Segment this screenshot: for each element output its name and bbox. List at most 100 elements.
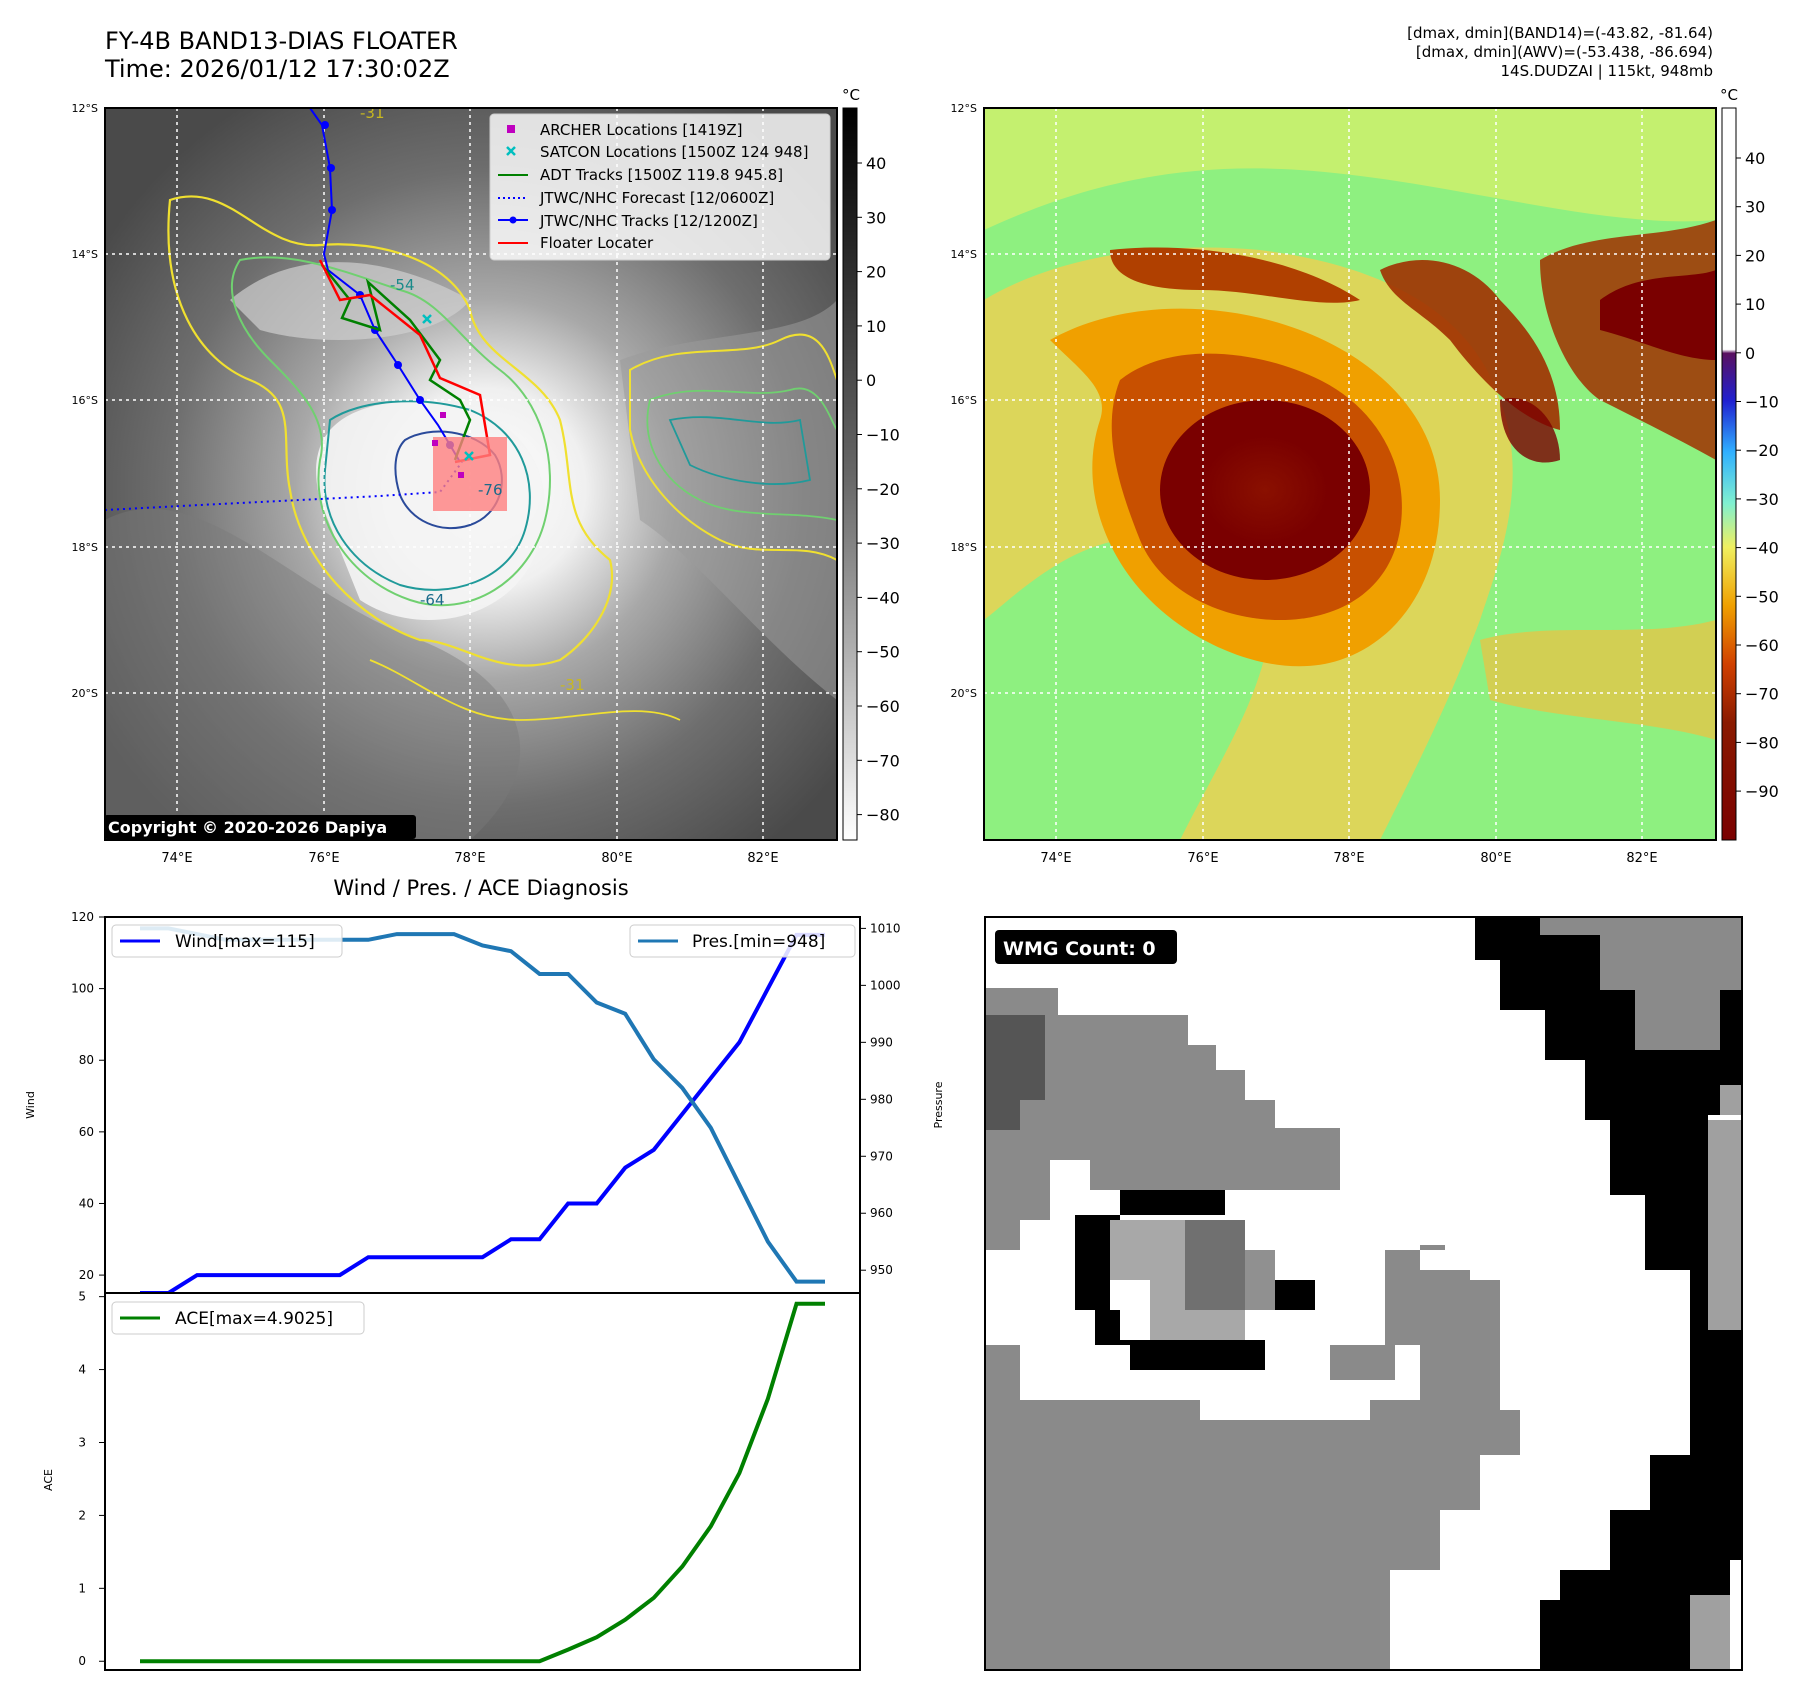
colorbar-tick-label: −30 [1745,490,1779,509]
colorbar-tick-label: −90 [1745,782,1779,801]
lon-tick: 76°E [1187,851,1218,866]
colorbar-tick-label: 0 [866,371,876,390]
wind-axis-label: Wind [24,1091,37,1119]
pressure-tick-label: 950 [870,1263,893,1277]
wind-legend-label: Wind[max=115] [175,932,315,952]
colorbar-tick-label: −70 [1745,685,1779,704]
ir-map-panel: -31 -54 -64 -76 -31 ARCHER Locations [14… [72,102,838,866]
lat-tick: 18°S [72,541,98,554]
pressure-tick-label: 1010 [870,921,901,935]
legend-jtwc-forecast: JTWC/NHC Forecast [12/0600Z] [539,189,774,207]
copyright-text: Copyright © 2020-2026 Dapiya [108,818,387,837]
colorbar-tick-label: 40 [866,154,886,173]
lat-tick: 12°S [951,102,977,115]
lon-tick: 82°E [1626,851,1657,866]
wind-pressure-chart: 20 40 60 80 100 120 950 960 970 980 990 1000 1010 W… [24,910,945,1295]
legend-adt: ADT Tracks [1500Z 119.8 945.8] [540,166,783,184]
ace-series-line [140,1301,825,1664]
colorbar-unit: °C [842,86,860,104]
wind-tick-label: 120 [71,910,94,924]
colorbar-tick-label: 30 [866,208,886,227]
colorbar-tick-label: −10 [1745,393,1779,412]
colorbar-right: °C 40 30 20 10 0 −10 −20 −30 −40 −50 −60 −70 −80 −90 [1720,86,1779,841]
colorbar-tick-label: 10 [866,317,886,336]
lon-tick: 82°E [747,851,778,866]
enhanced-ir-panel: 12°S 14°S 16°S 18°S 20°S 74°E 76°E 78°E … [951,102,1717,866]
wind-tick-label: 60 [79,1125,94,1139]
ace-tick-label: 1 [78,1581,86,1595]
contour-label: -54 [390,276,415,294]
wind-series-line [140,932,825,1295]
colorbar-tick-label: 40 [1745,149,1765,168]
ace-legend-label: ACE[max=4.9025] [175,1309,333,1329]
colorbar-tick-label: 10 [1745,295,1765,314]
band14-range: [dmax, dmin](BAND14)=(-43.82, -81.64) [1407,24,1713,42]
storm-info: 14S.DUDZAI | 115kt, 948mb [1500,62,1713,80]
lat-tick: 20°S [951,687,977,700]
pressure-axis-label: Pressure [932,1081,945,1128]
wmg-panel: WMG Count: 0 [984,916,1743,1671]
lat-tick: 14°S [72,248,98,261]
colorbar-tick-label: −70 [866,751,900,770]
contour-label: -64 [420,591,445,609]
colorbar-tick-label: −50 [1745,587,1779,606]
figure-title: FY-4B BAND13-DIAS FLOATER [105,27,458,55]
colorbar-tick-label: 0 [1745,344,1755,363]
lat-tick: 12°S [72,102,98,115]
pressure-tick-label: 960 [870,1206,893,1220]
diagnosis-title: Wind / Pres. / ACE Diagnosis [333,876,628,900]
lon-tick: 78°E [454,851,485,866]
contour-label: -76 [478,481,503,499]
figure-time: Time: 2026/01/12 17:30:02Z [105,55,450,83]
colorbar-tick-label: 20 [866,263,886,282]
wind-tick-label: 100 [71,982,94,996]
wind-tick-label: 40 [79,1196,94,1210]
legend-satcon: SATCON Locations [1500Z 124 948] [540,143,808,161]
lat-tick: 20°S [72,687,98,700]
ace-legend: ACE[max=4.9025] [111,1301,365,1335]
colorbar-tick-label: −20 [866,480,900,499]
awv-range: [dmax, dmin](AWV)=(-53.438, -86.694) [1415,43,1713,61]
lat-tick: 16°S [951,394,977,407]
colorbar-tick-label: −40 [866,588,900,607]
legend-floater: Floater Locater [540,234,654,252]
colorbar-unit: °C [1720,86,1738,104]
lon-tick: 74°E [161,851,192,866]
lat-tick: 16°S [72,394,98,407]
legend-jtwc-tracks: JTWC/NHC Tracks [12/1200Z] [539,212,758,230]
colorbar-tick-label: −80 [1745,733,1779,752]
contour-label: -31 [560,676,585,694]
lon-tick: 74°E [1040,851,1071,866]
ace-tick-label: 5 [78,1290,86,1304]
lat-tick: 14°S [951,248,977,261]
wind-tick-label: 20 [79,1268,94,1282]
ace-chart: 0 1 2 3 4 5 ACE ACE[max=4.9025] [42,1290,861,1671]
colorbar-tick-label: −30 [866,534,900,553]
pressure-tick-label: 980 [870,1092,893,1106]
lat-tick: 18°S [951,541,977,554]
colorbar-tick-label: 20 [1745,246,1765,265]
ace-axis-label: ACE [42,1469,55,1491]
map-legend: ARCHER Locations [1419Z] SATCON Location… [489,113,831,261]
pressure-tick-label: 990 [870,1035,893,1049]
ace-tick-label: 2 [78,1508,86,1522]
pressure-tick-label: 1000 [870,978,901,992]
pressure-tick-label: 970 [870,1149,893,1163]
lon-tick: 80°E [1480,851,1511,866]
colorbar-tick-label: −40 [1745,539,1779,558]
ace-tick-label: 3 [78,1435,86,1449]
pressure-legend-label: Pres.[min=948] [692,932,825,952]
wind-tick-label: 80 [79,1053,94,1067]
colorbar-tick-label: −20 [1745,441,1779,460]
colorbar-tick-label: 30 [1745,198,1765,217]
pressure-legend: Pres.[min=948] [629,924,856,958]
colorbar-tick-label: −80 [866,806,900,825]
wind-legend: Wind[max=115] [111,924,343,958]
colorbar-left: °C 40 30 20 10 0 −10 −20 −30 −40 −50 −60 −70 −80 [842,86,900,841]
ace-tick-label: 0 [78,1654,86,1668]
lon-tick: 78°E [1333,851,1364,866]
legend-archer: ARCHER Locations [1419Z] [540,121,743,139]
colorbar-tick-label: −10 [866,426,900,445]
colorbar-tick-label: −50 [866,643,900,662]
